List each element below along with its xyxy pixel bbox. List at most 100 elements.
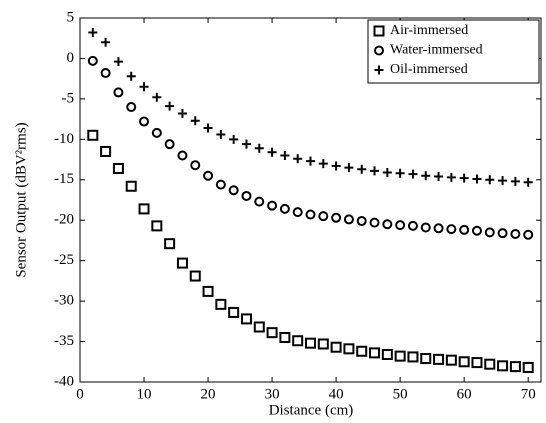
marker-square	[240, 313, 252, 325]
marker-plus	[267, 147, 277, 157]
marker-square	[164, 238, 176, 250]
marker-square	[228, 306, 240, 318]
marker-circle	[356, 216, 367, 227]
marker-plus	[382, 167, 392, 177]
marker-square	[356, 345, 368, 357]
marker-square	[394, 350, 406, 362]
marker-plus	[177, 108, 187, 118]
x-tick-label: 40	[329, 386, 344, 402]
marker-plus	[331, 161, 341, 171]
marker-plus	[280, 151, 290, 161]
y-tick-label: -35	[54, 333, 74, 349]
marker-circle	[318, 211, 329, 222]
marker-circle	[484, 227, 495, 238]
marker-plus	[152, 92, 162, 102]
marker-plus	[523, 177, 533, 187]
marker-plus	[216, 129, 226, 139]
marker-square	[176, 257, 188, 269]
marker-circle	[190, 160, 201, 171]
marker-plus	[472, 174, 482, 184]
marker-square	[253, 321, 265, 333]
marker-plus	[510, 176, 520, 186]
marker-plus	[293, 154, 303, 164]
marker-square	[343, 343, 355, 355]
marker-square	[317, 338, 329, 350]
marker-plus	[254, 143, 264, 153]
marker-circle	[374, 45, 384, 56]
marker-circle	[139, 116, 150, 127]
marker-circle	[382, 219, 393, 230]
marker-circle	[420, 222, 431, 233]
marker-plus	[318, 159, 328, 169]
marker-square	[202, 285, 214, 297]
marker-plus	[344, 163, 354, 173]
y-tick-label: -20	[54, 212, 74, 228]
marker-square	[484, 358, 496, 370]
marker-plus	[357, 164, 367, 174]
marker-circle	[215, 179, 226, 190]
marker-circle	[113, 87, 124, 98]
marker-circle	[228, 185, 239, 196]
x-tick-label: 70	[521, 386, 536, 402]
marker-circle	[497, 228, 508, 239]
x-tick-label: 10	[137, 386, 152, 402]
marker-square	[433, 353, 445, 365]
marker-plus	[434, 172, 444, 182]
marker-plus	[306, 156, 315, 166]
x-axis-label: Distance (cm)	[269, 402, 354, 418]
marker-square	[112, 162, 124, 174]
y-tick-label: -5	[62, 90, 75, 106]
marker-plus	[241, 139, 251, 149]
marker-square	[138, 203, 150, 215]
marker-circle	[292, 207, 303, 218]
marker-circle	[343, 214, 354, 225]
y-tick-label: -15	[54, 171, 74, 187]
marker-plus	[126, 71, 136, 81]
x-tick-label: 60	[457, 386, 472, 402]
x-tick-label: 30	[265, 386, 280, 402]
plot-frame	[79, 17, 542, 383]
marker-square	[189, 270, 201, 282]
marker-plus	[374, 65, 384, 75]
y-tick-label: 5	[67, 9, 75, 25]
marker-circle	[279, 203, 290, 214]
legend-label: Water-immersed	[390, 43, 483, 58]
marker-square	[369, 347, 381, 359]
marker-plus	[88, 28, 98, 38]
x-tick-label: 50	[393, 386, 408, 402]
marker-square	[292, 335, 304, 347]
y-tick-label: 0	[67, 50, 75, 66]
marker-plus	[203, 123, 213, 133]
marker-square	[330, 341, 342, 353]
y-tick-label: -25	[54, 252, 74, 268]
marker-plus	[485, 175, 495, 185]
y-tick-label: -30	[54, 293, 74, 309]
marker-square	[522, 361, 534, 373]
marker-circle	[100, 68, 111, 79]
legend-label: Air-immersed	[390, 23, 468, 38]
marker-plus	[101, 37, 111, 47]
marker-circle	[471, 225, 482, 236]
marker-square	[407, 351, 419, 363]
marker-plus	[446, 172, 456, 182]
marker-square	[100, 145, 112, 157]
marker-square	[509, 361, 521, 373]
x-tick-label: 20	[201, 386, 216, 402]
marker-square	[305, 337, 316, 349]
marker-circle	[331, 212, 342, 223]
marker-plus	[459, 173, 469, 183]
marker-plus	[165, 101, 175, 111]
marker-circle	[305, 209, 316, 220]
marker-circle	[459, 224, 470, 235]
marker-square	[266, 327, 278, 339]
legend-label: Oil-immersed	[390, 62, 468, 77]
marker-circle	[87, 55, 98, 66]
marker-square	[445, 354, 457, 366]
marker-plus	[229, 134, 239, 144]
legend-box	[367, 19, 540, 84]
marker-circle	[433, 223, 444, 234]
x-tick-label: 0	[76, 386, 84, 402]
y-tick-label: -40	[54, 373, 74, 389]
marker-plus	[395, 168, 405, 178]
marker-circle	[267, 200, 278, 211]
